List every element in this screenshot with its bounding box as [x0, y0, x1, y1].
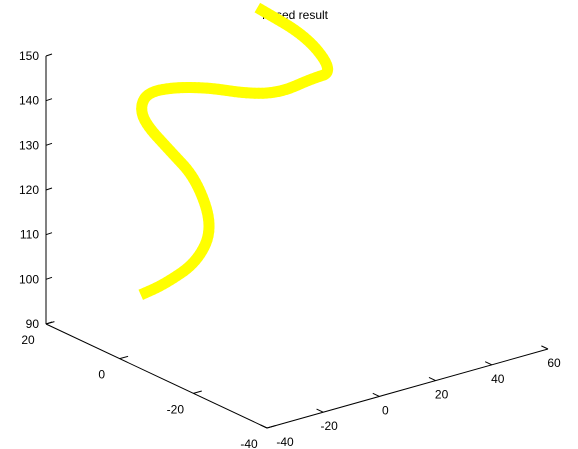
x-tick-label: 0	[382, 403, 389, 417]
x-tick	[541, 345, 549, 350]
x-tick-label: -20	[321, 419, 339, 433]
ticks	[45, 53, 549, 429]
z-tick	[45, 98, 53, 102]
y-tick	[193, 390, 202, 394]
z-tick	[45, 276, 53, 280]
x-tick	[484, 361, 493, 366]
x-tick	[428, 377, 436, 382]
z-tick-label: 130	[19, 138, 39, 152]
axes	[45, 56, 549, 429]
y-tick-label: 20	[21, 333, 35, 347]
y-tick	[266, 425, 276, 429]
x-tick	[260, 424, 268, 429]
tick-labels: -40 -20 0 20 40 60 -40 -20 0 20 90 100 110 120 130 140 1…	[19, 49, 561, 449]
y-tick-label: -20	[167, 402, 185, 416]
data-line	[136, 2, 334, 300]
z-tick	[45, 53, 53, 57]
z-tick	[45, 321, 53, 325]
z-tick-label: 140	[19, 94, 39, 108]
x-tick-label: 20	[435, 388, 449, 402]
x-axis-line	[266, 348, 549, 429]
y-tick	[119, 355, 129, 360]
fused-result-markers	[136, 2, 334, 300]
x-tick-label: 40	[491, 372, 505, 386]
x-tick	[372, 392, 380, 397]
z-tick-label: 110	[20, 228, 39, 242]
x-tick-label: 60	[547, 356, 561, 370]
x-tick	[316, 408, 324, 413]
z-tick-label: 150	[19, 49, 39, 63]
z-tick	[45, 187, 53, 191]
y-tick-label: 0	[98, 368, 105, 382]
z-tick-label: 100	[19, 272, 39, 286]
z-tick-label: 90	[26, 317, 40, 331]
y-tick-label: -40	[240, 437, 258, 449]
z-tick-label: 120	[19, 183, 39, 197]
x-tick-label: -40	[276, 435, 294, 449]
y-axis-line	[45, 323, 268, 429]
z-tick	[45, 142, 53, 146]
z-tick	[45, 232, 53, 236]
